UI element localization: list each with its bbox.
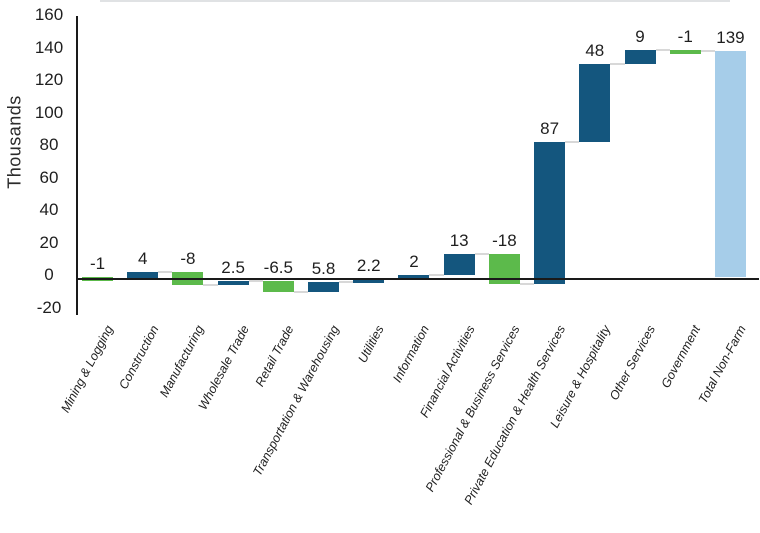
value-label-wholesale-trade: 2.5: [221, 258, 245, 278]
y-tick-120: 120: [34, 70, 64, 89]
y-tick-60: 60: [39, 167, 59, 187]
value-label-financial-activities: 13: [449, 231, 469, 251]
bar-private-education-health-services: [534, 142, 566, 284]
x-label-professional-business-services: Professional & Business Services: [422, 323, 523, 494]
bar-wholesale-trade: [217, 281, 249, 286]
y-tick-160: 160: [34, 5, 64, 24]
y-tick-100: 100: [34, 102, 64, 122]
connector-line-construction: [158, 271, 173, 274]
x-label-retail-trade: Retail Trade: [252, 323, 297, 389]
cropped-edge-artifact: [100, 0, 730, 2]
value-label-leisure-hospitality: 48: [585, 41, 605, 61]
value-label-professional-business-services: -18: [492, 231, 517, 251]
connector-line-information: [429, 274, 444, 277]
bar-transportation-warehousing: [308, 282, 340, 292]
value-label-government: -1: [677, 26, 693, 46]
y-tick-40: 40: [39, 200, 59, 219]
y-tick-80: 80: [39, 135, 59, 154]
x-label-total-non-farm: Total Non-Farm: [695, 323, 749, 406]
x-label-wholesale-trade: Wholesale Trade: [195, 323, 252, 413]
connector-line-professional-business-services: [519, 282, 535, 285]
bar-construction: [127, 272, 159, 279]
value-label-private-education-health-services: 87: [540, 119, 560, 139]
value-label-manufacturing: -8: [180, 249, 196, 269]
x-label-construction: Construction: [115, 323, 162, 392]
value-label-retail-trade: -6.5: [263, 258, 293, 278]
bar-information: [398, 275, 430, 280]
connector-line-retail-trade: [293, 290, 309, 293]
y-tick-140: 140: [34, 37, 64, 57]
connector-line-financial-activities: [474, 253, 489, 256]
value-label-other-services: 9: [635, 26, 645, 46]
value-label-mining-logging: -1: [89, 254, 106, 273]
bar-total-non-farm: [714, 51, 746, 277]
y-tick-0: 0: [44, 265, 54, 284]
value-label-construction: 4: [137, 249, 148, 269]
x-label-utilities: Utilities: [355, 323, 388, 366]
value-label-total-non-farm: 139: [716, 28, 745, 48]
value-label-utilities: 2.2: [356, 255, 381, 275]
bar-retail-trade: [262, 281, 294, 292]
x-label-mining-logging: Mining & Logging: [58, 323, 116, 415]
bar-financial-activities: [443, 254, 475, 276]
x-label-information: Information: [390, 323, 433, 385]
connector-line-leisure-hospitality: [610, 63, 625, 66]
value-label-transportation-warehousing: 5.8: [311, 259, 336, 279]
bar-utilities: [353, 278, 385, 283]
x-label-other-services: Other Services: [607, 323, 659, 403]
connector-line-transportation-warehousing: [339, 281, 354, 284]
connector-line-government: [700, 50, 715, 53]
connector-line-wholesale-trade: [248, 280, 263, 283]
y-tick-20: 20: [39, 232, 59, 252]
bar-government: [669, 49, 701, 54]
x-label-manufacturing: Manufacturing: [156, 323, 207, 400]
bar-leisure-hospitality: [579, 64, 611, 143]
x-axis-zero-line: [76, 278, 759, 280]
value-label-information: 2: [409, 252, 419, 272]
connector-line-manufacturing: [203, 284, 218, 287]
y-tick--20: -20: [36, 297, 62, 317]
x-label-transportation-warehousing: Transportation & Warehousing: [250, 323, 342, 479]
connector-line-private-education-health-services: [565, 141, 580, 144]
connector-line-other-services: [655, 48, 670, 51]
bar-other-services: [624, 49, 656, 65]
x-label-government: Government: [658, 323, 704, 391]
y-axis-line: [76, 16, 78, 315]
